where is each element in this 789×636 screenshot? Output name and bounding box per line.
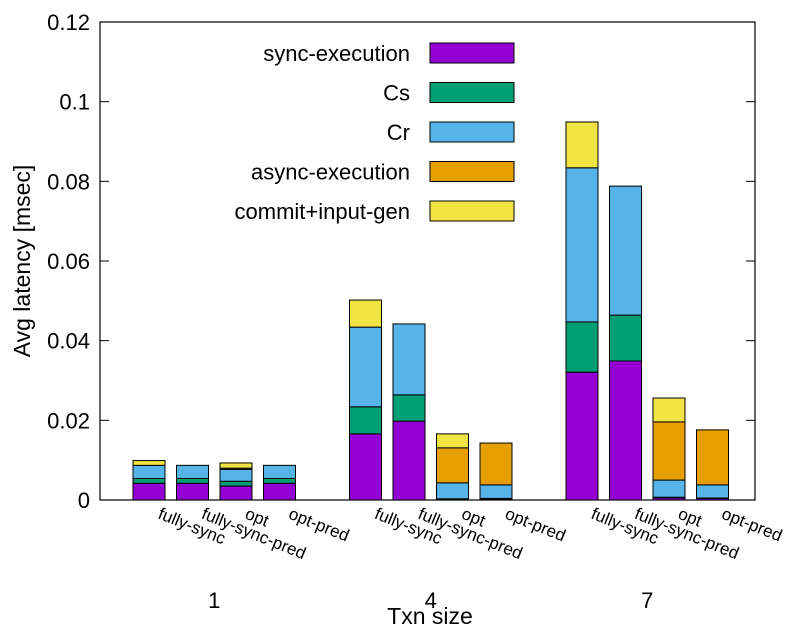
bar-segment: [437, 448, 469, 483]
legend-swatch: [430, 43, 514, 63]
legend-swatch: [430, 201, 514, 221]
bar-segment: [653, 480, 685, 497]
bar-segment: [350, 407, 382, 434]
group-label: 7: [641, 588, 653, 613]
bar-segment: [350, 434, 382, 500]
bar-segment: [610, 186, 642, 315]
bar-segment: [350, 327, 382, 407]
bar-segment: [437, 483, 469, 499]
legend-label: commit+input-gen: [235, 199, 410, 224]
y-tick-label: 0.04: [47, 329, 90, 354]
group-label: 4: [425, 588, 437, 613]
bar-segment: [653, 422, 685, 480]
bar-segment: [393, 421, 425, 500]
bar-segment: [697, 485, 729, 498]
legend-swatch: [430, 83, 514, 103]
bar-segment: [393, 324, 425, 395]
bar-segment: [393, 395, 425, 421]
legend-swatch: [430, 162, 514, 182]
x-tick-label: opt-pred: [286, 504, 352, 545]
bar-segment: [133, 478, 165, 483]
group-label: 1: [208, 588, 220, 613]
x-tick-label: opt-pred: [719, 504, 785, 545]
bar-segment: [220, 463, 252, 468]
legend-label: Cs: [383, 81, 410, 106]
bar-segment: [566, 168, 598, 322]
bar-segment: [177, 465, 209, 478]
bar-segment: [480, 485, 512, 499]
bar-segment: [133, 465, 165, 478]
bar-segment: [653, 398, 685, 422]
bar-segment: [220, 469, 252, 481]
legend-label: async-execution: [251, 160, 410, 185]
bar-segment: [133, 483, 165, 500]
x-tick-label: opt-pred: [503, 504, 569, 545]
bar-segment: [610, 315, 642, 361]
bar-segment: [566, 322, 598, 372]
bar-segment: [350, 300, 382, 327]
bar-segment: [566, 372, 598, 500]
bar-segment: [264, 483, 296, 500]
bar-segment: [566, 122, 598, 168]
bar-segment: [177, 483, 209, 500]
y-tick-label: 0.02: [47, 408, 90, 433]
legend-label: sync-execution: [263, 41, 410, 66]
bar-segment: [610, 361, 642, 500]
bar-segment: [220, 486, 252, 500]
bar-segment: [264, 465, 296, 478]
y-tick-label: 0.06: [47, 249, 90, 274]
bar-segment: [220, 481, 252, 486]
y-tick-label: 0: [78, 488, 90, 513]
bar-segment: [133, 461, 165, 466]
legend-label: Cr: [387, 120, 410, 145]
bar-segment: [177, 478, 209, 483]
bar-segment: [437, 434, 469, 448]
bar-segment: [697, 430, 729, 485]
y-tick-label: 0.08: [47, 169, 90, 194]
bar-segment: [480, 443, 512, 485]
y-tick-label: 0.12: [47, 10, 90, 35]
y-axis-title: Avg latency [msec]: [9, 165, 35, 358]
bar-segment: [264, 478, 296, 483]
y-tick-label: 0.1: [59, 90, 90, 115]
legend-swatch: [430, 122, 514, 142]
